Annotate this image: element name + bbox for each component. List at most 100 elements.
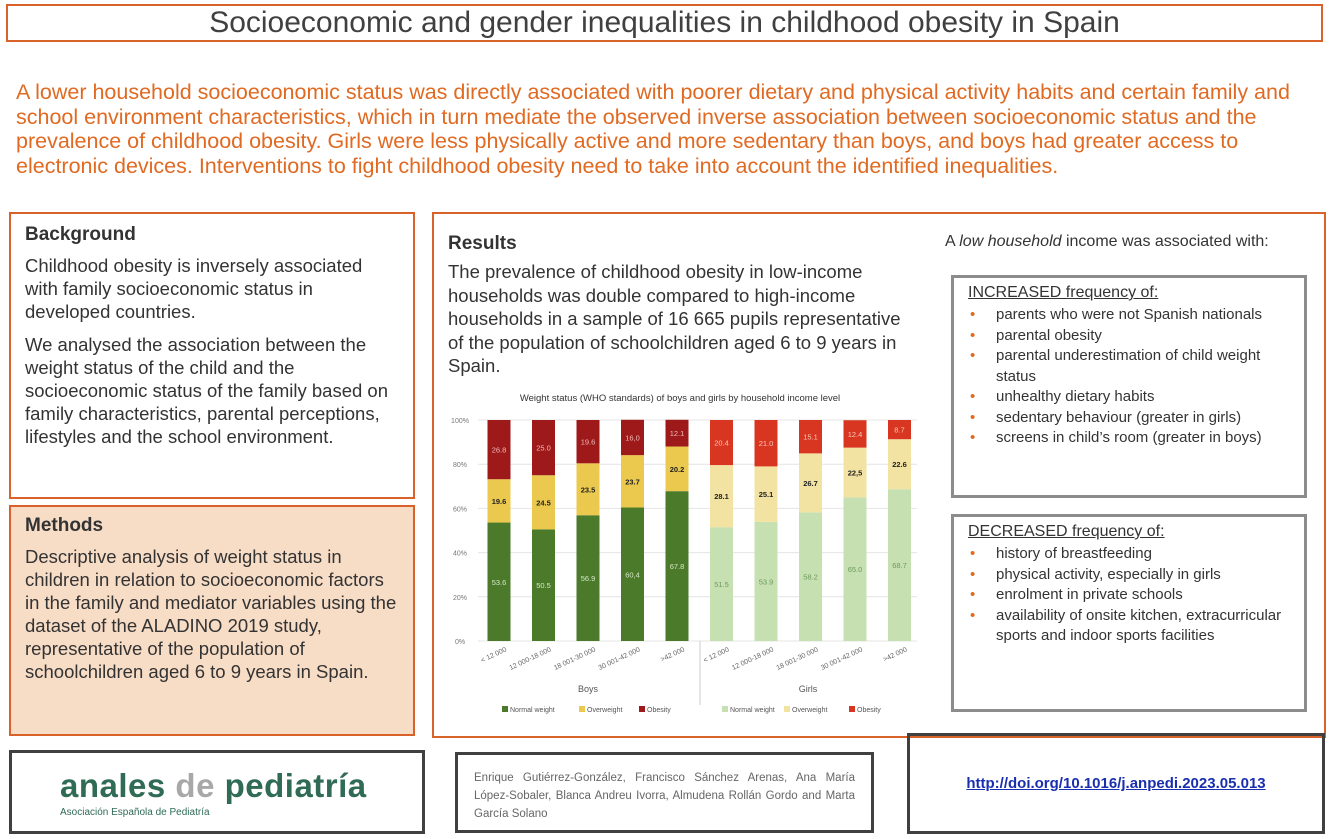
data-label: 19.6 (492, 497, 507, 506)
data-label: 65.0 (848, 565, 863, 574)
bar-segment-overweight (888, 439, 911, 490)
background-paragraph: We analysed the association between the … (25, 334, 388, 447)
x-tick-label: >42 000 (660, 646, 686, 663)
background-heading: Background (25, 224, 136, 245)
logo-text: de (175, 767, 215, 804)
x-tick-label: 18 001-30 000 (775, 646, 819, 671)
authors: Enrique Gutiérrez-González, Francisco Sá… (474, 772, 855, 820)
data-label: 25.1 (759, 490, 774, 499)
group-label: Boys (578, 684, 599, 694)
decreased-item: physical activity, especially in girls (968, 565, 1290, 586)
increased-frequency-box: INCREASED frequency of: parents who were… (951, 275, 1307, 498)
decreased-heading: DECREASED frequency of: (968, 523, 1165, 540)
results-heading: Results (448, 233, 517, 254)
methods-heading: Methods (25, 515, 104, 536)
y-tick-label: 0% (455, 639, 465, 646)
logo-text: anales (60, 767, 176, 804)
bar-segment-obesity (754, 420, 778, 467)
legend-label: Normal weight (730, 707, 775, 714)
bar-segment-obesity (799, 420, 822, 454)
bar-segment-obesity (665, 419, 689, 447)
bar-segment-obesity (487, 420, 511, 480)
increased-item: screens in child’s room (greater in boys… (968, 428, 1290, 449)
data-label: 23.7 (625, 477, 640, 486)
data-label: 21.0 (759, 439, 774, 448)
increased-heading: INCREASED frequency of: (968, 284, 1159, 301)
data-label: 20.2 (670, 465, 685, 474)
bar-segment-overweight (665, 446, 689, 492)
doi-link[interactable]: http://doi.org/10.1016/j.anpedi.2023.05.… (966, 775, 1266, 792)
x-tick-label: 12 000-18 000 (731, 646, 775, 671)
decreased-item: history of breastfeeding (968, 544, 1290, 565)
title-box: Socioeconomic and gender inequalities in… (6, 4, 1323, 42)
data-label: 53.6 (492, 578, 507, 587)
chart-title: Weight status (WHO standards) of boys an… (520, 393, 840, 404)
y-tick-label: 40% (453, 551, 467, 558)
bar-segment-overweight (710, 465, 733, 528)
legend-swatch (849, 706, 855, 712)
legend-label: Obesity (857, 707, 881, 714)
data-label: 58.2 (803, 573, 818, 582)
increased-item: unhealthy dietary habits (968, 387, 1290, 408)
data-label: 56.9 (581, 574, 596, 583)
data-label: 67.8 (670, 562, 685, 571)
data-label: 12.1 (670, 429, 685, 438)
data-label: 53.9 (759, 577, 774, 586)
legend-swatch (639, 706, 645, 712)
legend-swatch (579, 706, 585, 712)
x-tick-label: 30 001-42 000 (820, 646, 864, 671)
bar-segment-overweight (621, 455, 644, 508)
data-label: 24.5 (536, 498, 551, 507)
methods-text: Descriptive analysis of weight status in… (25, 546, 397, 682)
decreased-item: enrolment in private schools (968, 585, 1290, 606)
bar-segment-obesity (843, 420, 867, 448)
logo-subtitle: Asociación Española de Pediatría (60, 807, 210, 818)
increased-item: parents who were not Spanish nationals (968, 305, 1290, 326)
bar-segment-obesity (532, 420, 555, 476)
data-label: 15.1 (803, 433, 818, 442)
y-tick-label: 60% (453, 506, 467, 513)
summary-text: A lower household socioeconomic status w… (16, 80, 1290, 178)
data-label: 23.5 (581, 485, 596, 494)
data-label: 19.6 (581, 438, 596, 447)
y-tick-label: 20% (453, 595, 467, 602)
data-label: 25.0 (536, 444, 551, 453)
increased-list: parents who were not Spanish nationalspa… (968, 305, 1290, 449)
bar-segment-normal-weight (710, 527, 733, 641)
results-text: The prevalence of childhood obesity in l… (448, 261, 901, 376)
legend-label: Overweight (587, 707, 622, 714)
bar-segment-normal-weight (576, 515, 600, 641)
bar-segment-overweight (487, 479, 511, 523)
data-label: 26.8 (492, 446, 507, 455)
bar-segment-normal-weight (754, 521, 778, 641)
bar-segment-overweight (754, 466, 778, 522)
bar-segment-normal-weight (799, 512, 822, 641)
bar-segment-overweight (799, 453, 822, 513)
data-label: 22,5 (848, 468, 863, 477)
bar-segment-overweight (843, 447, 867, 498)
data-label: 68.7 (892, 561, 907, 570)
legend-label: Overweight (792, 707, 827, 714)
data-label: 51.5 (714, 580, 729, 589)
data-label: 16,0 (625, 433, 640, 442)
background-paragraph: Childhood obesity is inversely associate… (25, 255, 363, 322)
bar-segment-overweight (576, 463, 600, 516)
legend-swatch (722, 706, 728, 712)
legend-swatch (784, 706, 790, 712)
doi-box: http://doi.org/10.1016/j.anpedi.2023.05.… (907, 733, 1325, 834)
bar-segment-obesity (710, 420, 733, 466)
data-label: 8.7 (894, 426, 904, 435)
background-section: Background Childhood obesity is inversel… (9, 212, 415, 499)
legend-label: Normal weight (510, 707, 555, 714)
page-title: Socioeconomic and gender inequalities in… (209, 6, 1120, 39)
bar-segment-normal-weight (843, 497, 867, 641)
data-label: 60,4 (625, 570, 640, 579)
legend-label: Obesity (647, 707, 671, 714)
data-label: 28.1 (714, 492, 729, 501)
x-tick-label: 12 000-18 000 (508, 646, 552, 671)
x-tick-label: 30 001-42 000 (597, 646, 641, 671)
bar-segment-obesity (621, 419, 644, 456)
decreased-list: history of breastfeedingphysical activit… (968, 544, 1290, 647)
y-tick-label: 100% (451, 418, 469, 425)
x-tick-label: >42 000 (882, 646, 908, 663)
